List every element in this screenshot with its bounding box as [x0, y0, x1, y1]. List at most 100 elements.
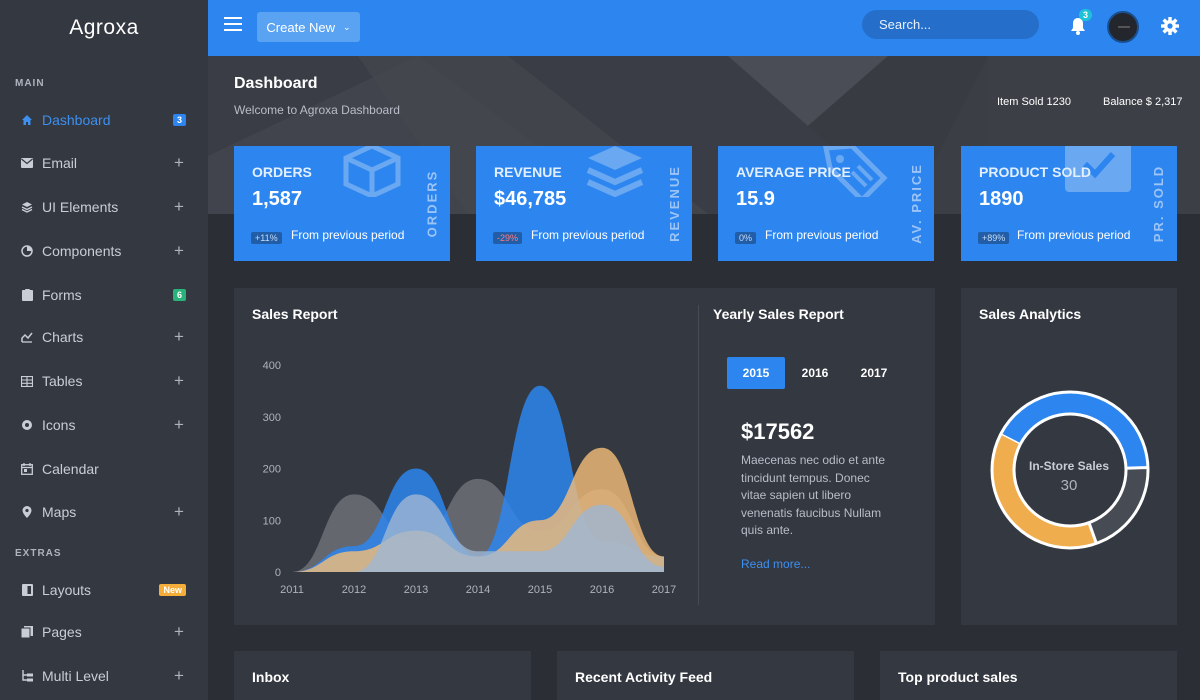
create-new-label: Create New: [266, 19, 336, 35]
sidebar-item-label: Icons: [42, 417, 76, 433]
count-badge: 3: [172, 114, 186, 126]
change-badge: +11%: [251, 232, 282, 244]
stat-card-orders: ORDERS 1,587 +11% From previous period O…: [234, 146, 450, 261]
sidebar-item-label: Email: [42, 155, 78, 171]
stat-card-product-sold: PRODUCT SOLD 1890 +89% From previous per…: [961, 146, 1177, 261]
inbox-panel: [234, 651, 531, 700]
page-title: Dashboard: [234, 75, 318, 92]
bell-icon[interactable]: [1068, 16, 1088, 36]
expand-plus-icon: +: [174, 241, 184, 260]
user-avatar[interactable]: [1107, 11, 1139, 43]
sidebar-item-label: Pages: [42, 624, 82, 640]
new-badge: New: [159, 584, 186, 596]
stat-value: 1,587: [252, 188, 303, 210]
gear-icon[interactable]: [1160, 16, 1180, 36]
yearly-sales-title: Yearly Sales Report: [713, 306, 844, 322]
stat-title: REVENUE: [494, 164, 562, 180]
expand-plus-icon: +: [174, 666, 184, 685]
stat-title: AVERAGE PRICE: [736, 164, 851, 180]
sidebar-item-label: Charts: [42, 329, 84, 345]
sidebar-item-maps[interactable]: Maps +: [0, 492, 208, 532]
activity-panel: [557, 651, 854, 700]
page-subtitle: Welcome to Agroxa Dashboard: [234, 103, 400, 117]
sidebar-item-forms[interactable]: Forms 6: [0, 275, 208, 315]
layers-icon: [586, 146, 644, 197]
sidebar-item-multi-level[interactable]: Multi Level +: [0, 656, 208, 696]
sidebar-item-components[interactable]: Components +: [0, 231, 208, 271]
expand-plus-icon: +: [174, 502, 184, 521]
donut-separator: [1087, 521, 1099, 545]
section-label-main: MAIN: [15, 78, 45, 89]
pie-icon: [20, 244, 34, 258]
table-icon: [20, 374, 34, 388]
year-tab-2016[interactable]: 2016: [801, 366, 829, 380]
stat-footer: From previous period: [291, 228, 405, 242]
donut-slice-3: [993, 435, 1097, 547]
stat-side-label: AV. PRICE: [908, 163, 924, 244]
donut-center-value: 30: [1060, 477, 1078, 494]
donut-separator: [998, 432, 1022, 447]
menu-toggle-icon[interactable]: [224, 17, 242, 33]
year-tab-2017[interactable]: 2017: [860, 366, 888, 380]
sidebar-item-calendar[interactable]: Calendar: [0, 449, 208, 489]
stat-value: 1890: [979, 188, 1024, 210]
expand-plus-icon: +: [174, 197, 184, 216]
donut-slice-2: [1088, 467, 1147, 543]
x-tick-label: 2013: [404, 584, 428, 596]
sidebar-item-layouts[interactable]: Layouts New: [0, 570, 208, 610]
sidebar-item-label: Components: [42, 243, 122, 259]
x-tick-label: 2011: [280, 584, 304, 596]
stat-footer: From previous period: [765, 228, 879, 242]
sidebar-item-label: Multi Level: [42, 668, 109, 684]
search-input[interactable]: [879, 17, 1055, 32]
count-badge: 6: [172, 289, 186, 301]
donut-slice-1: [1001, 393, 1147, 469]
expand-plus-icon: +: [174, 371, 184, 390]
sidebar-item-pages[interactable]: Pages +: [0, 612, 208, 652]
stat-side-label: REVENUE: [666, 165, 682, 242]
x-tick-label: 2012: [342, 584, 366, 596]
panel-divider: [698, 305, 699, 605]
y-tick-label: 300: [263, 412, 281, 424]
sales-donut-chart: [990, 390, 1150, 550]
sidebar-item-label: Maps: [42, 504, 77, 520]
y-tick-label: 400: [263, 360, 281, 372]
sidebar-item-label: UI Elements: [42, 199, 119, 215]
stat-card-revenue: REVENUE $46,785 -29% From previous perio…: [476, 146, 692, 261]
change-badge: 0%: [735, 232, 757, 244]
top-products-panel: [880, 651, 1177, 700]
clipboard-icon: [20, 288, 34, 302]
create-new-button[interactable]: Create New ⌄: [257, 12, 360, 42]
yearly-amount: $17562: [741, 419, 815, 444]
map-pin-icon: [20, 505, 34, 519]
inbox-title: Inbox: [252, 669, 290, 685]
y-tick-label: 100: [263, 515, 281, 527]
stat-footer: From previous period: [1017, 228, 1131, 242]
brand-logo[interactable]: Agroxa: [69, 16, 139, 39]
search-box[interactable]: [862, 10, 1055, 39]
notification-count-badge: 3: [1079, 9, 1093, 21]
tag-icon: [823, 146, 888, 197]
sidebar-item-charts[interactable]: Charts +: [0, 317, 208, 357]
year-tab-2015[interactable]: 2015: [727, 357, 785, 389]
topbar: Create New ⌄ 3: [208, 0, 1200, 56]
sidebar-item-label: Layouts: [42, 582, 92, 598]
sales-report-title: Sales Report: [252, 306, 338, 322]
sidebar-item-email[interactable]: Email +: [0, 143, 208, 183]
sidebar: Agroxa MAIN Dashboard 3 Email + UI Eleme…: [0, 0, 208, 700]
sidebar-item-tables[interactable]: Tables +: [0, 361, 208, 401]
tree-icon: [20, 669, 34, 683]
read-more-link[interactable]: Read more...: [741, 557, 811, 571]
sidebar-item-ui-elements[interactable]: UI Elements +: [0, 187, 208, 227]
expand-plus-icon: +: [174, 622, 184, 641]
sidebar-item-dashboard[interactable]: Dashboard 3: [0, 100, 208, 140]
stat-title: ORDERS: [252, 164, 312, 180]
sidebar-item-icons[interactable]: Icons +: [0, 405, 208, 445]
stat-title: PRODUCT SOLD: [979, 164, 1091, 180]
x-tick-label: 2017: [652, 584, 676, 596]
sidebar-item-label: Forms: [42, 287, 82, 303]
expand-plus-icon: +: [174, 327, 184, 346]
pages-icon: [20, 625, 34, 639]
checkbox-icon: [1065, 146, 1131, 192]
sales-area-chart: 0 100 200 300 400 2011 2012 2013 2014 2015 2016 201…: [263, 360, 677, 596]
